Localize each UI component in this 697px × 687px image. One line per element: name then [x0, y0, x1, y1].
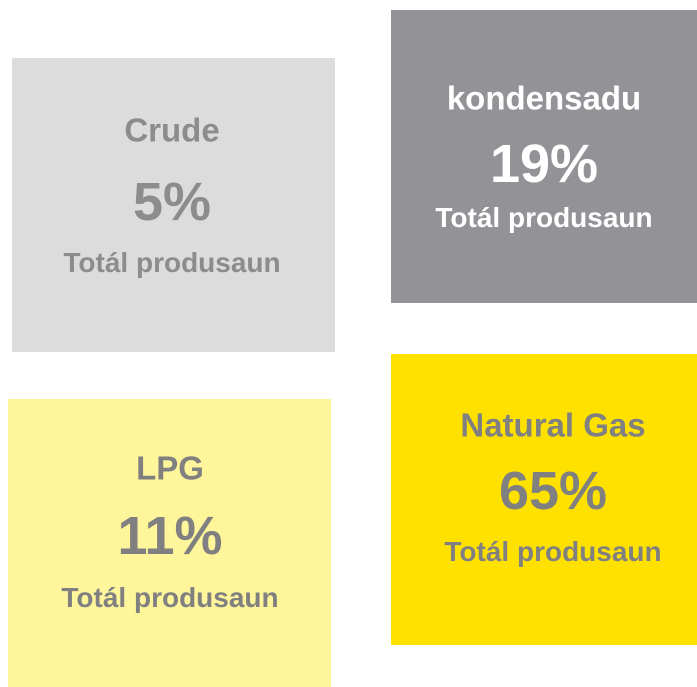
- tile-subtitle: Totál produsaun: [63, 247, 281, 278]
- tile-label: kondensadu: [446, 79, 642, 117]
- tile-kondensadu: kondensadu 19% Totál produsaun: [391, 10, 697, 303]
- tile-subtitle: Totál produsaun: [444, 536, 662, 567]
- tile-percent: 5%: [132, 172, 212, 232]
- tile-percent: 65%: [498, 461, 608, 521]
- tile-label: LPG: [136, 449, 204, 487]
- tile-label: Crude: [124, 111, 220, 149]
- tile-percent: 19%: [489, 134, 599, 194]
- tile-percent: 11%: [117, 506, 223, 566]
- tile-natural-gas: Natural Gas 65% Totál produsaun: [391, 354, 697, 645]
- tile-crude: Crude 5% Totál produsaun: [12, 58, 335, 352]
- tile-lpg: LPG 11% Totál produsaun: [8, 399, 331, 687]
- tile-subtitle: Totál produsaun: [435, 202, 653, 233]
- tile-subtitle: Totál produsaun: [61, 582, 279, 613]
- tile-label: Natural Gas: [460, 406, 646, 444]
